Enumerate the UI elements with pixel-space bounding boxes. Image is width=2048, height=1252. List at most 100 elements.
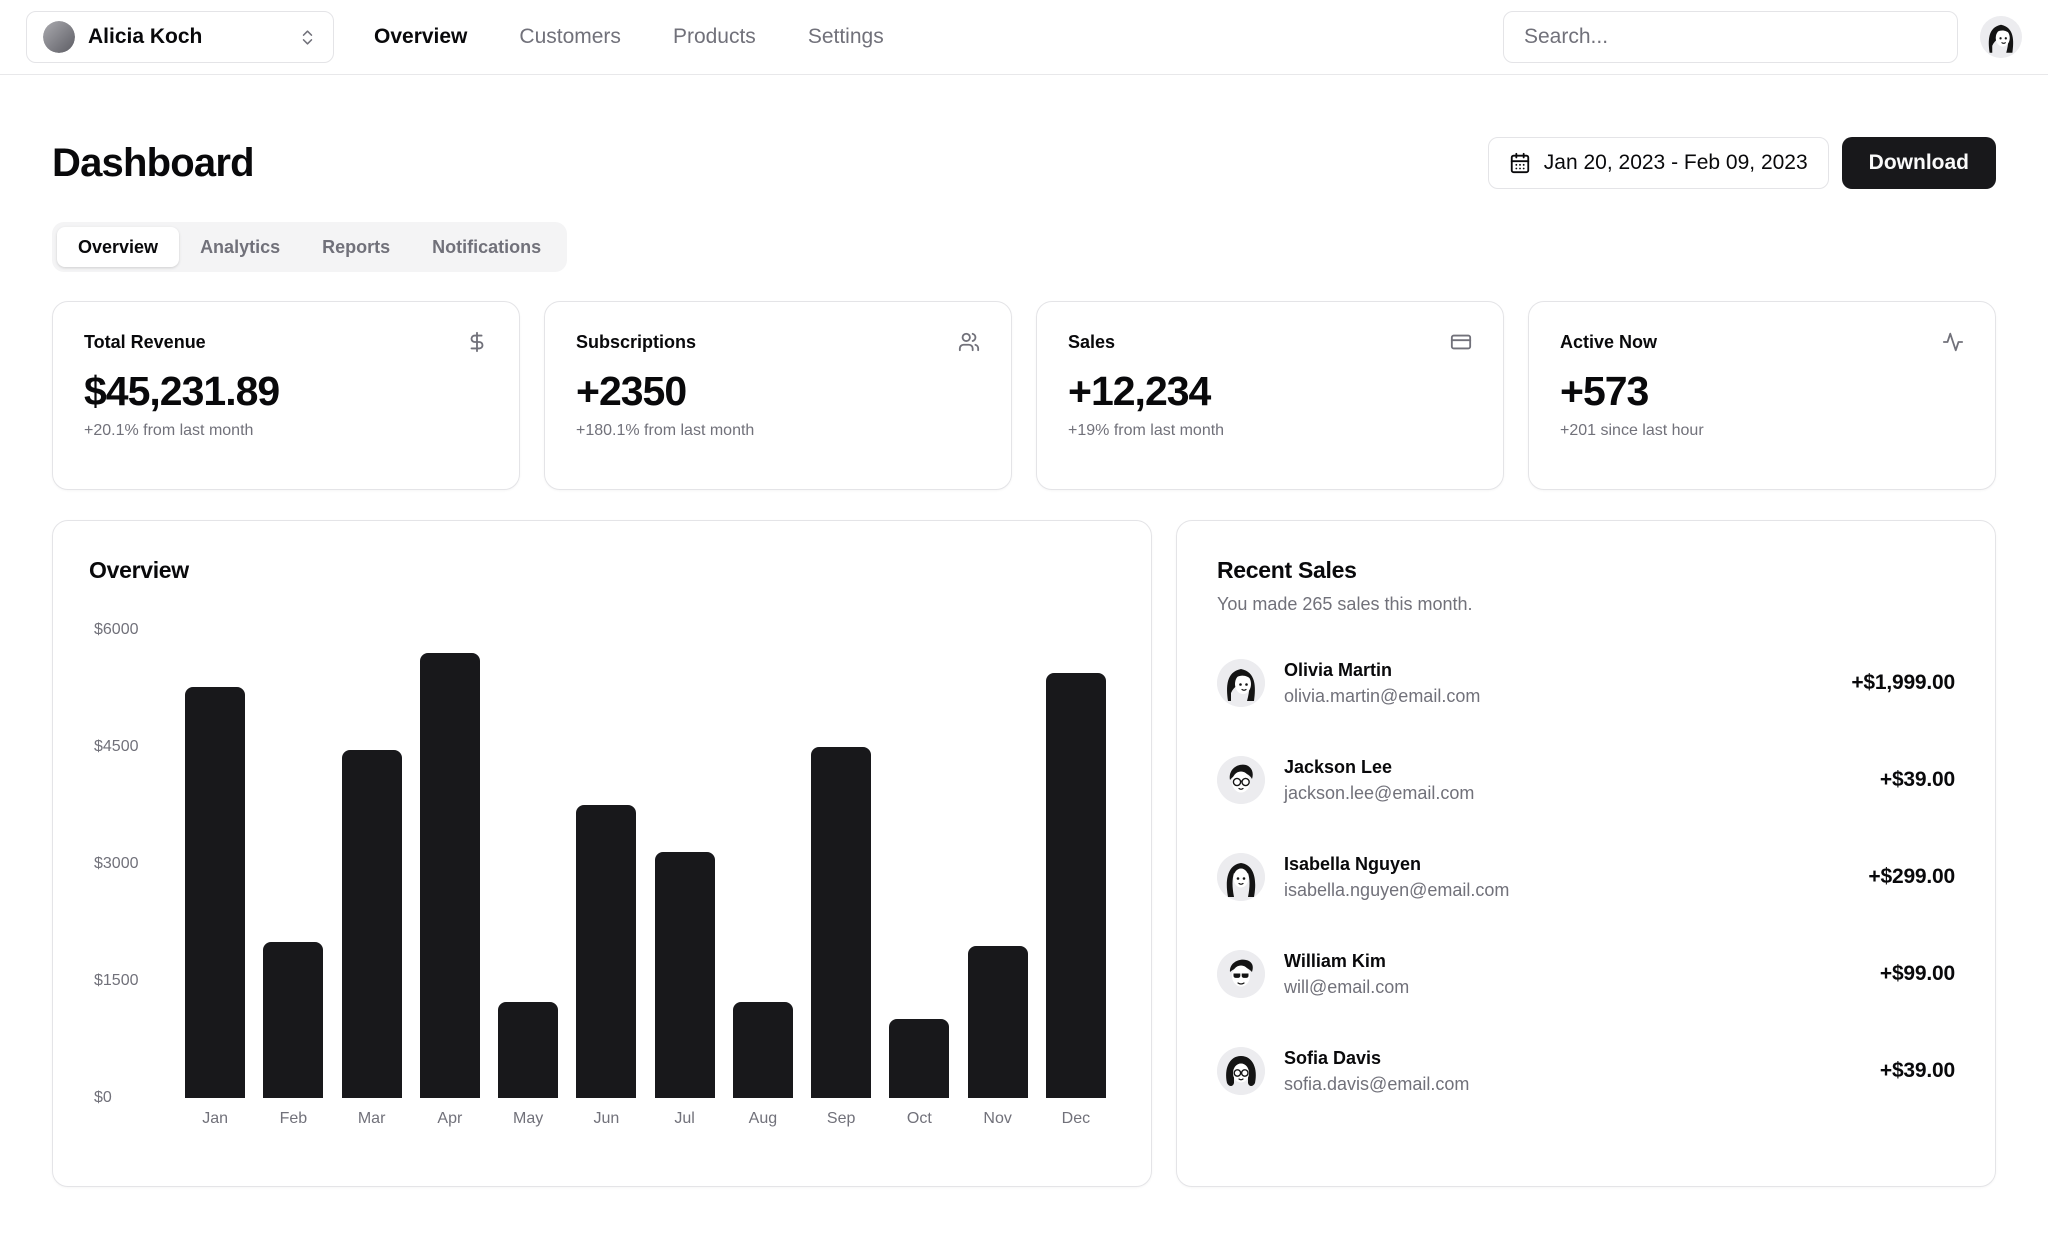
sale-amount: +$39.00 xyxy=(1879,1059,1955,1082)
tab-overview[interactable]: Overview xyxy=(57,227,180,267)
sale-email: olivia.martin@email.com xyxy=(1284,686,1481,706)
sale-name: Jackson Lee xyxy=(1284,757,1393,777)
y-axis-tick: $1500 xyxy=(94,972,139,989)
bar-column-aug xyxy=(724,630,802,1098)
bar-column-dec xyxy=(1037,630,1115,1098)
bar xyxy=(811,747,872,1098)
stats-row: Total Revenue $45,231.89 +20.1% from las… xyxy=(52,301,1996,490)
stat-title: Sales xyxy=(1068,331,1116,352)
sale-name: Isabella Nguyen xyxy=(1284,854,1422,874)
x-axis-label: Oct xyxy=(906,1110,932,1127)
sale-email: sofia.davis@email.com xyxy=(1284,1074,1470,1094)
tab-reports[interactable]: Reports xyxy=(301,227,411,267)
y-axis-tick: $3000 xyxy=(94,855,139,872)
date-range-button[interactable]: Jan 20, 2023 - Feb 09, 2023 xyxy=(1487,137,1829,189)
stat-card-active-now: Active Now +573 +201 since last hour xyxy=(1528,301,1996,490)
bar-column-oct xyxy=(880,630,958,1098)
bar-column-apr xyxy=(411,630,489,1098)
calendar-icon xyxy=(1509,152,1531,174)
bar xyxy=(967,946,1028,1098)
stat-title: Active Now xyxy=(1560,331,1658,352)
stat-title: Total Revenue xyxy=(84,331,206,352)
stat-change: +201 since last hour xyxy=(1560,422,1704,439)
y-axis-tick: $6000 xyxy=(94,621,139,638)
avatar-olivia-martin xyxy=(1217,659,1265,707)
bar-column-jun xyxy=(567,630,645,1098)
bar-column-may xyxy=(489,630,567,1098)
sale-email: will@email.com xyxy=(1284,977,1410,997)
stat-change: +19% from last month xyxy=(1068,422,1225,439)
bar-column-mar xyxy=(333,630,411,1098)
x-axis-label: Mar xyxy=(357,1110,386,1127)
chart-title: Overview xyxy=(89,557,189,583)
nav-item-settings[interactable]: Settings xyxy=(807,25,884,48)
users-icon xyxy=(958,331,980,353)
stat-change: +180.1% from last month xyxy=(576,422,755,439)
bar xyxy=(419,653,480,1098)
x-axis-label: Jul xyxy=(674,1110,695,1127)
avatar-sofia-davis xyxy=(1217,1047,1265,1095)
page-title: Dashboard xyxy=(52,140,255,185)
nav-item-overview[interactable]: Overview xyxy=(374,25,468,48)
bar xyxy=(732,1002,793,1098)
bar-column-feb xyxy=(254,630,332,1098)
x-axis: Jan Feb Mar Apr May Jun Jul Aug Sep Oct Nov Dec xyxy=(176,1110,1115,1128)
bar xyxy=(889,1019,950,1098)
sale-row: Jackson Lee jackson.lee@email.com +$39.0… xyxy=(1217,754,1955,806)
avatar-william-kim xyxy=(1217,950,1265,998)
stat-change: +20.1% from last month xyxy=(84,422,254,439)
overview-chart-card: Overview $6000 $4500 $3000 $1500 $0 Jan Feb Ma… xyxy=(52,520,1152,1187)
title-actions: Jan 20, 2023 - Feb 09, 2023 Download xyxy=(1487,137,1996,189)
x-axis-label: Feb xyxy=(279,1110,308,1127)
top-header: Alicia Koch Overview Customers Products … xyxy=(0,0,2048,75)
credit-card-icon xyxy=(1450,331,1472,353)
sale-amount: +$1,999.00 xyxy=(1851,671,1955,694)
bar xyxy=(341,750,402,1098)
bar xyxy=(185,687,246,1098)
x-axis-label: Apr xyxy=(437,1110,463,1127)
recent-sales-subtitle: You made 265 sales this month. xyxy=(1217,594,1473,614)
sale-email: jackson.lee@email.com xyxy=(1284,783,1475,803)
dollar-sign-icon xyxy=(466,331,488,353)
bars xyxy=(176,630,1115,1098)
sale-row: William Kim will@email.com +$99.00 xyxy=(1217,948,1955,1000)
stat-card-subscriptions: Subscriptions +2350 +180.1% from last mo… xyxy=(544,301,1012,490)
search-input[interactable] xyxy=(1503,11,1958,63)
nav-item-products[interactable]: Products xyxy=(672,25,756,48)
tab-notifications[interactable]: Notifications xyxy=(411,227,562,267)
sale-row: Isabella Nguyen isabella.nguyen@email.co… xyxy=(1217,851,1955,903)
sale-row: Olivia Martin olivia.martin@email.com +$… xyxy=(1217,657,1955,709)
bar xyxy=(654,852,715,1098)
sale-amount: +$39.00 xyxy=(1879,768,1955,791)
x-axis-label: Jun xyxy=(593,1110,620,1127)
bar xyxy=(498,1002,559,1098)
download-button[interactable]: Download xyxy=(1841,137,1996,189)
x-axis-label: May xyxy=(513,1110,544,1127)
stat-title: Subscriptions xyxy=(576,331,697,352)
bar-column-jul xyxy=(646,630,724,1098)
header-right xyxy=(1503,11,2022,63)
bar xyxy=(263,942,324,1098)
stat-card-sales: Sales +12,234 +19% from last month xyxy=(1036,301,1504,490)
stat-card-total-revenue: Total Revenue $45,231.89 +20.1% from las… xyxy=(52,301,520,490)
x-axis-label: Dec xyxy=(1061,1110,1091,1127)
sale-row: Sofia Davis sofia.davis@email.com +$39.0… xyxy=(1217,1045,1955,1097)
sale-name: Olivia Martin xyxy=(1284,660,1393,680)
date-range-label: Jan 20, 2023 - Feb 09, 2023 xyxy=(1543,151,1808,174)
avatar-isabella-nguyen xyxy=(1217,853,1265,901)
nav-item-customers[interactable]: Customers xyxy=(519,25,621,48)
bar xyxy=(1045,673,1106,1098)
sale-email: isabella.nguyen@email.com xyxy=(1284,880,1510,900)
stat-value: +2350 xyxy=(576,368,687,414)
recent-sales-title: Recent Sales xyxy=(1217,557,1357,583)
tab-analytics[interactable]: Analytics xyxy=(179,227,301,267)
activity-icon xyxy=(1942,331,1964,353)
y-axis-tick: $0 xyxy=(94,1089,112,1106)
tabs-list: Overview Analytics Reports Notifications xyxy=(52,222,568,272)
user-avatar[interactable] xyxy=(1980,16,2022,58)
bar-chart: $6000 $4500 $3000 $1500 $0 xyxy=(89,621,1115,1106)
team-name: Alicia Koch xyxy=(88,25,203,48)
stat-value: +573 xyxy=(1560,368,1649,414)
stat-value: $45,231.89 xyxy=(84,368,280,414)
team-switcher-button[interactable]: Alicia Koch xyxy=(26,11,334,63)
